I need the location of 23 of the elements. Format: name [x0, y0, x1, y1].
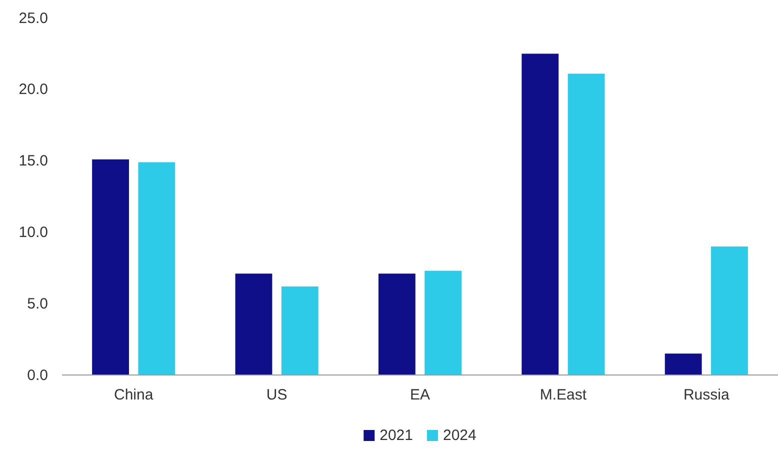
x-tick-label: Russia [683, 386, 730, 404]
x-tick-label: US [266, 386, 288, 404]
y-tick-label: 20.0 [18, 81, 48, 98]
bar [378, 274, 416, 375]
bar [568, 74, 605, 375]
bar [664, 354, 702, 375]
legend-label: 2024 [443, 427, 476, 444]
bar [424, 270, 462, 375]
y-tick-label: 25.0 [18, 10, 48, 27]
bar [92, 159, 129, 375]
legend-label: 2021 [380, 427, 413, 444]
bar [138, 162, 176, 375]
x-tick-label: EA [410, 386, 430, 404]
y-tick-label: 5.0 [27, 295, 48, 312]
x-tick-label: M.East [540, 386, 588, 404]
bar [522, 54, 559, 375]
y-tick-label: 15.0 [18, 152, 48, 170]
bar [711, 246, 748, 375]
bar [235, 274, 272, 375]
x-tick-label: China [114, 386, 154, 404]
y-tick-label: 10.0 [18, 224, 48, 241]
bar [281, 286, 318, 375]
y-tick-label: 0.0 [27, 366, 48, 384]
